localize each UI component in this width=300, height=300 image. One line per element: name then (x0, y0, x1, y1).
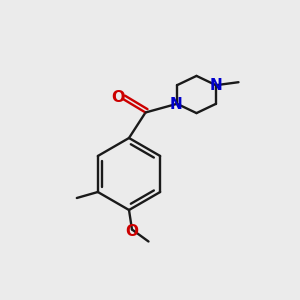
Text: O: O (125, 224, 139, 239)
Text: N: N (210, 78, 222, 93)
Text: N: N (170, 97, 183, 112)
Text: O: O (111, 90, 124, 105)
